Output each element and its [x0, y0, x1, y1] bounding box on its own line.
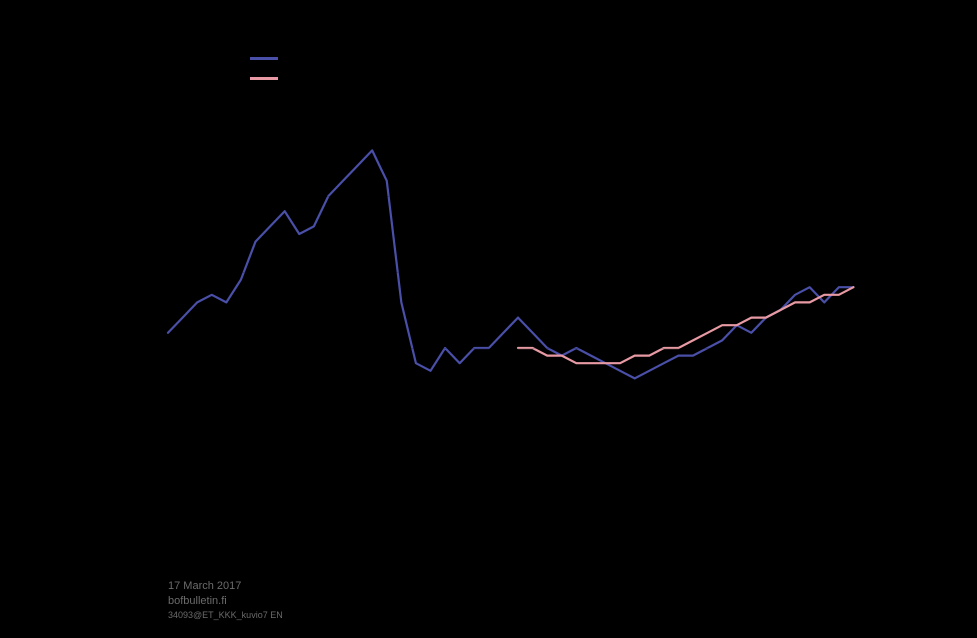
line-plot-svg [168, 120, 868, 500]
legend-label: Exports of goods and services, volume [288, 50, 528, 66]
legend: Exports of goods and services, volume Ex… [250, 50, 528, 90]
x-tick-label: 2017 [855, 505, 882, 519]
source-text: Sources: Statistics Finland and Bank of … [168, 540, 444, 555]
legend-swatch-0 [250, 57, 278, 60]
footer-date: 17 March 2017 [168, 580, 241, 592]
y-tick-label: 80 [227, 493, 267, 507]
chart-title: Chart 7. [168, 20, 235, 41]
gridline [168, 272, 868, 273]
x-tick-label: 2015 [738, 505, 765, 519]
legend-label: Export markets [288, 70, 382, 86]
gridline [168, 196, 868, 197]
gridline [168, 424, 868, 425]
x-tick-label: 2005 [155, 505, 182, 519]
gridline [168, 348, 868, 349]
x-tick-label: 2013 [621, 505, 648, 519]
chart-container: Chart 7. Exports of goods and services, … [0, 0, 977, 638]
legend-swatch-1 [250, 77, 278, 80]
x-tick-label: 2009 [388, 505, 415, 519]
legend-item: Exports of goods and services, volume [250, 50, 528, 66]
x-tick-label: 2011 [505, 505, 531, 519]
footer-code: 34093@ET_KKK_kuvio7 EN [168, 610, 283, 620]
x-tick-label: 2007 [271, 505, 298, 519]
legend-item: Export markets [250, 70, 528, 86]
footer-site: bofbulletin.fi [168, 595, 227, 607]
series-line-0 [168, 150, 853, 378]
gridline [168, 120, 868, 121]
